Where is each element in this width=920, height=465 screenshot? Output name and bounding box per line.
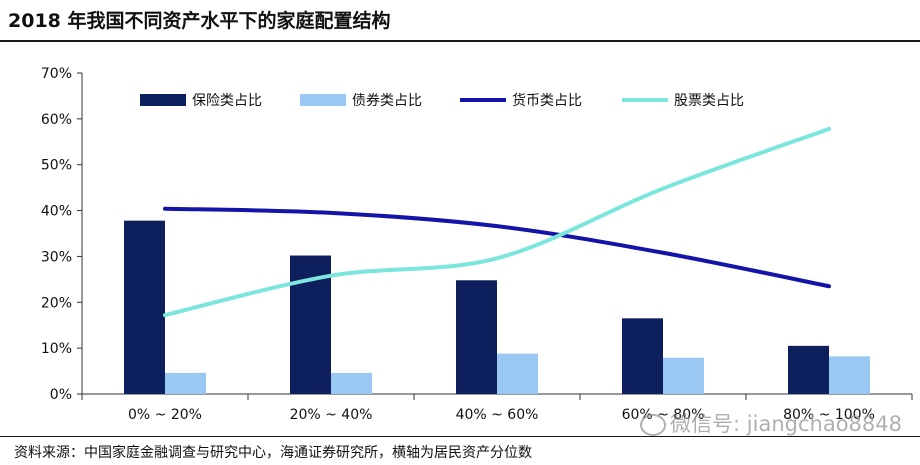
bar-bond: [829, 356, 870, 394]
chart-title: 2018 年我国不同资产水平下的家庭配置结构: [8, 10, 391, 32]
y-tick-label: 70%: [41, 66, 72, 82]
bar-insurance: [124, 220, 165, 394]
line-series: [163, 126, 831, 318]
point-stock: [661, 187, 665, 191]
y-tick-label: 20%: [41, 295, 72, 311]
legend: 保险类占比 债券类占比 货币类占比 股票类占比: [140, 92, 744, 109]
bar-bond: [497, 353, 538, 394]
line-currency: [163, 206, 831, 289]
legend-bond-swatch: [300, 94, 346, 106]
point-currency: [661, 251, 665, 255]
x-tick-label: 80% ~ 100%: [783, 407, 875, 423]
y-tick-label: 50%: [41, 158, 72, 174]
bar-bond: [331, 372, 372, 394]
legend-bond-label: 债券类占比: [352, 93, 422, 109]
bar-series: [124, 220, 870, 394]
x-tick-label: 40% ~ 60%: [456, 407, 539, 423]
point-currency: [163, 207, 167, 211]
legend-currency-label: 货币类占比: [512, 92, 582, 109]
point-currency: [827, 284, 831, 288]
axes: 0% 10% 20% 30% 40% 50% 60% 70% 0% ~ 20% 20% ~ 40%…: [41, 66, 913, 423]
point-stock: [329, 274, 333, 278]
y-tick-label: 30%: [41, 249, 72, 265]
wechat-icon: [640, 414, 667, 436]
bar-bond: [663, 357, 704, 394]
watermark: 微信号: jiangchao8848: [640, 408, 902, 438]
legend-insurance-label: 保险类占比: [192, 93, 262, 109]
chart-area: 0% 10% 20% 30% 40% 50% 60% 70% 0% ~ 20% 20% ~ 40%…: [41, 66, 913, 423]
title-divider: [0, 40, 920, 42]
point-currency: [495, 224, 499, 228]
x-tick-label: 20% ~ 40%: [290, 407, 373, 423]
watermark-text: 微信号: jiangchao8848: [670, 412, 902, 436]
legend-stock-label: 股票类占比: [674, 93, 744, 109]
y-tick-label: 10%: [41, 341, 72, 357]
bar-insurance: [788, 345, 829, 394]
point-stock: [163, 313, 167, 317]
point-stock: [827, 127, 831, 131]
source-note: 资料来源：中国家庭金融调查与研究中心，海通证券研究所，横轴为居民资产分位数: [14, 445, 532, 461]
bar-insurance: [456, 280, 497, 394]
point-stock: [495, 256, 499, 260]
bar-insurance: [622, 318, 663, 394]
footer-divider: [0, 436, 920, 437]
legend-insurance-swatch: [140, 94, 186, 106]
y-tick-label: 60%: [41, 112, 72, 128]
y-tick-label: 40%: [41, 204, 72, 220]
x-tick-label: 0% ~ 20%: [128, 407, 202, 423]
bar-bond: [165, 372, 206, 394]
point-currency: [329, 211, 333, 215]
y-tick-label: 0%: [50, 387, 72, 403]
